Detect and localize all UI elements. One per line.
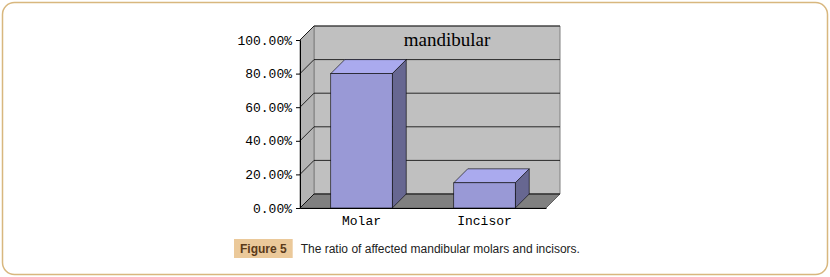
- x-axis-line: [301, 208, 547, 209]
- y-tick: 80.00%: [245, 67, 300, 82]
- x-tick-label: Molar: [342, 214, 381, 229]
- figure-label-box: [234, 239, 293, 258]
- y-tick-mark: [296, 174, 300, 175]
- y-tick-mark: [296, 107, 300, 108]
- bar-front: [331, 74, 393, 208]
- caption: Figure 5 The ratio of affected mandibular…: [234, 239, 580, 258]
- bar: [331, 60, 407, 208]
- bar-top: [331, 60, 407, 74]
- x-tick: Molar: [342, 208, 381, 229]
- bar-side: [392, 60, 406, 208]
- bar-top: [454, 169, 530, 183]
- chart-title: mandibular: [404, 29, 491, 50]
- y-tick-label: 0.00%: [253, 202, 292, 217]
- y-tick: 40.00%: [245, 134, 300, 149]
- y-tick-label: 60.00%: [245, 101, 292, 116]
- y-tick-label: 40.00%: [245, 134, 292, 149]
- y-tick-mark: [296, 208, 300, 209]
- x-axis: Molar Incisor: [301, 208, 547, 229]
- y-tick: 0.00%: [253, 202, 300, 217]
- bars: [331, 60, 530, 208]
- x-tick: Incisor: [457, 208, 512, 229]
- y-tick-label: 20.00%: [245, 168, 292, 183]
- y-tick-mark: [296, 141, 300, 142]
- bar: [454, 169, 530, 208]
- y-tick: 20.00%: [245, 168, 300, 183]
- grid-line: [300, 60, 560, 74]
- y-tick-label: 100.00%: [237, 34, 292, 49]
- y-tick-label: 80.00%: [245, 67, 292, 82]
- y-axis: 0.00% 20.00% 40.00% 60.00% 80.00% 100.00%: [237, 34, 300, 217]
- figure: 0.00% 20.00% 40.00% 60.00% 80.00% 100.00% Mola…: [0, 0, 830, 277]
- grid: [300, 26, 560, 208]
- y-tick-mark: [296, 40, 300, 41]
- figure-caption: The ratio of affected mandibular molars …: [301, 242, 580, 256]
- y-tick-mark: [296, 74, 300, 75]
- y-tick: 60.00%: [245, 101, 300, 116]
- x-tick-label: Incisor: [457, 214, 512, 229]
- figure-label: Figure 5: [240, 242, 287, 256]
- y-tick: 100.00%: [237, 34, 300, 49]
- frame: [3, 3, 828, 275]
- y-axis-line: [296, 41, 301, 209]
- bar-front: [454, 183, 516, 208]
- side-wall: [300, 26, 314, 208]
